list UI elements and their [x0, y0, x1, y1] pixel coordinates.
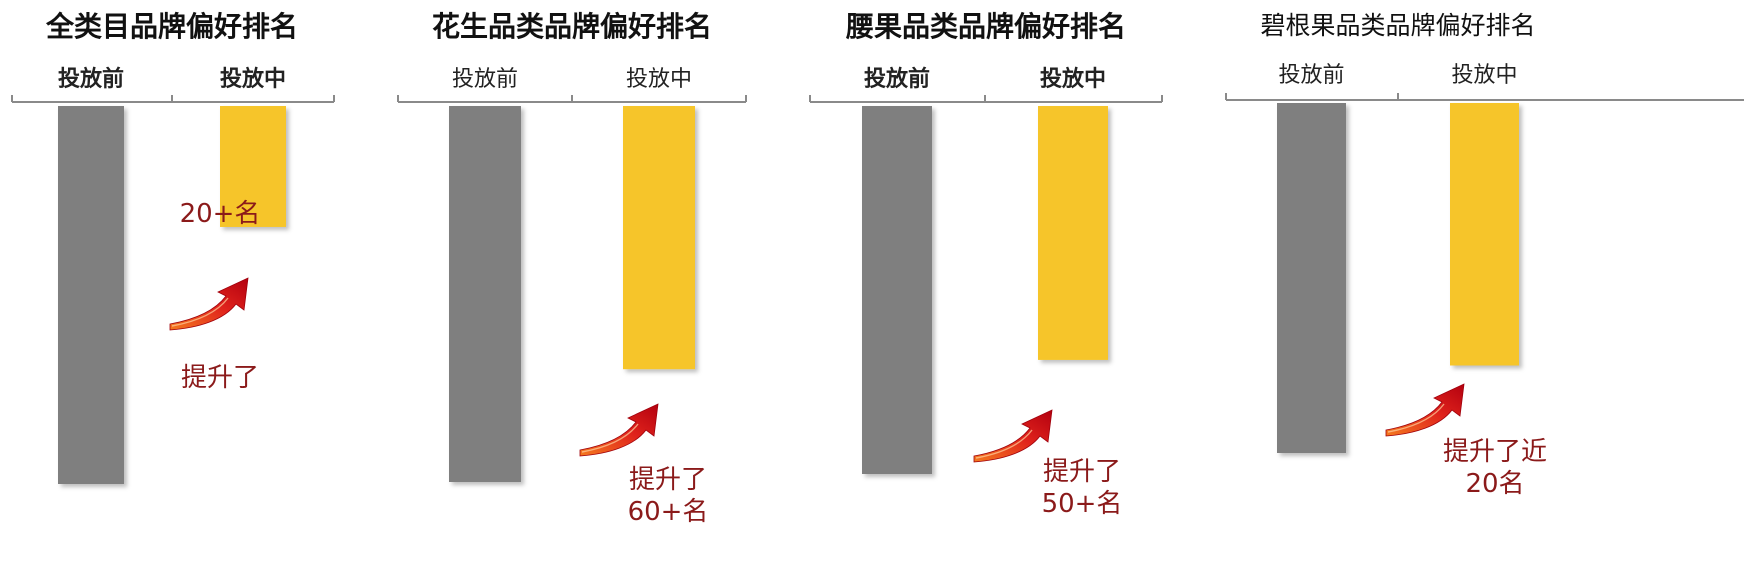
category-label: 投放前	[1278, 63, 1344, 88]
bar-before	[862, 106, 932, 474]
category-label: 投放前	[864, 66, 930, 92]
category-label: 投放中	[626, 67, 692, 92]
improvement-note: 20名	[1465, 469, 1524, 499]
improvement-note: 提升了	[1043, 457, 1121, 487]
up-arrow-icon	[973, 409, 1053, 463]
up-arrow-icon	[169, 277, 249, 331]
improvement-note: 提升了	[629, 465, 707, 495]
bar-before	[1277, 103, 1346, 453]
category-label: 投放中	[1451, 63, 1517, 88]
chart-title: 碧根果品类品牌偏好排名	[1260, 11, 1535, 40]
bar-before	[449, 106, 521, 482]
improvement-note: 提升了	[181, 363, 259, 393]
category-label: 投放前	[58, 66, 124, 92]
up-arrow-icon	[579, 403, 659, 457]
improvement-note: 提升了近	[1443, 437, 1547, 467]
bar-during	[1450, 103, 1519, 366]
improvement-note: 20+名	[180, 199, 261, 229]
improvement-note: 50+名	[1042, 489, 1123, 519]
category-label: 投放前	[452, 67, 518, 92]
improvement-note: 60+名	[628, 497, 709, 527]
bar-before	[58, 106, 124, 484]
category-label: 投放中	[220, 66, 286, 92]
bar-during	[220, 106, 286, 227]
chart-title: 腰果品类品牌偏好排名	[845, 10, 1126, 43]
chart-title: 全类目品牌偏好排名	[45, 10, 298, 43]
category-label: 投放中	[1040, 66, 1106, 92]
chart-title: 花生品类品牌偏好排名	[432, 10, 712, 43]
bar-during	[1038, 106, 1108, 360]
up-arrow-icon	[1385, 383, 1465, 437]
bar-during	[623, 106, 695, 370]
